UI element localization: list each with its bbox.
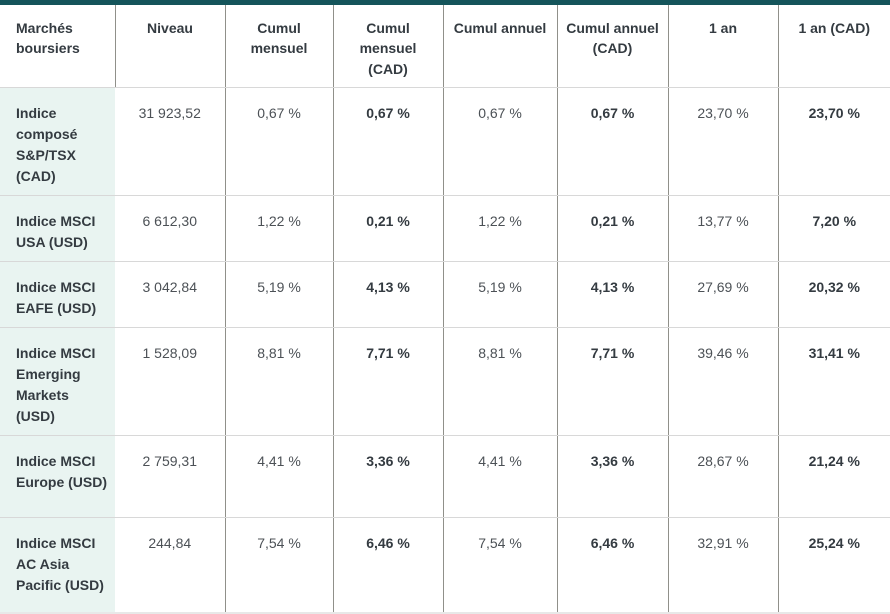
column-header-cumul-mensuel-cad: Cumul mensuel (CAD) (332, 2, 443, 88)
row-label: Indice MSCI Europe (USD) (0, 435, 115, 518)
value-cell: 6,46 % (332, 517, 443, 614)
column-header-1-an-cad: 1 an (CAD) (777, 2, 890, 88)
value-cell: 8,81 % (442, 327, 557, 436)
value-cell: 4,13 % (556, 261, 668, 328)
value-cell: 7,71 % (556, 327, 668, 436)
value-cell: 1,22 % (224, 195, 333, 262)
header-row: Marchés boursiers Niveau Cumul mensuel C… (0, 2, 890, 88)
table-row: Indice MSCI EAFE (USD) 3 042,84 5,19 % 4,13… (0, 261, 890, 328)
row-label: Indice MSCI Emerging Markets (USD) (0, 327, 115, 436)
table-row: Indice MSCI USA (USD) 6 612,30 1,22 % 0,21 … (0, 195, 890, 262)
value-cell: 1,22 % (442, 195, 557, 262)
value-cell: 7,54 % (442, 517, 557, 614)
value-cell: 0,21 % (332, 195, 443, 262)
value-cell: 0,21 % (556, 195, 668, 262)
value-cell: 0,67 % (442, 87, 557, 196)
value-cell: 31,41 % (777, 327, 890, 436)
row-label: Indice MSCI AC Asia Pacific (USD) (0, 517, 115, 614)
value-cell: 23,70 % (667, 87, 778, 196)
value-cell: 5,19 % (442, 261, 557, 328)
value-cell: 0,67 % (556, 87, 668, 196)
value-cell: 5,19 % (224, 261, 333, 328)
table-row: Indice MSCI Europe (USD) 2 759,31 4,41 % 3,… (0, 435, 890, 518)
value-cell: 4,13 % (332, 261, 443, 328)
table-row: Indice MSCI Emerging Markets (USD) 1 528,… (0, 327, 890, 436)
value-cell: 25,24 % (777, 517, 890, 614)
value-cell: 21,24 % (777, 435, 890, 518)
value-cell: 7,71 % (332, 327, 443, 436)
row-label: Indice composé S&P/TSX (CAD) (0, 87, 115, 196)
value-cell: 28,67 % (667, 435, 778, 518)
value-cell: 7,54 % (224, 517, 333, 614)
column-header-cumul-annuel: Cumul annuel (442, 2, 557, 88)
column-header-1-an: 1 an (667, 2, 778, 88)
value-cell: 20,32 % (777, 261, 890, 328)
value-cell: 8,81 % (224, 327, 333, 436)
column-header-marches-boursiers: Marchés boursiers (0, 2, 115, 88)
value-cell: 39,46 % (667, 327, 778, 436)
column-header-niveau: Niveau (114, 2, 225, 88)
value-cell: 4,41 % (442, 435, 557, 518)
column-header-cumul-annuel-cad: Cumul annuel (CAD) (556, 2, 668, 88)
value-cell: 6,46 % (556, 517, 668, 614)
value-cell: 3,36 % (556, 435, 668, 518)
table-body: Indice composé S&P/TSX (CAD) 31 923,52 0,6… (0, 87, 890, 614)
value-cell: 3,36 % (332, 435, 443, 518)
value-cell: 32,91 % (667, 517, 778, 614)
value-cell: 13,77 % (667, 195, 778, 262)
value-cell: 244,84 (115, 517, 225, 614)
value-cell: 0,67 % (332, 87, 443, 196)
value-cell: 7,20 % (777, 195, 890, 262)
value-cell: 2 759,31 (115, 435, 225, 518)
value-cell: 1 528,09 (115, 327, 225, 436)
value-cell: 27,69 % (667, 261, 778, 328)
table-row: Indice MSCI AC Asia Pacific (USD) 244,84 7… (0, 517, 890, 614)
value-cell: 23,70 % (777, 87, 890, 196)
row-label: Indice MSCI EAFE (USD) (0, 261, 115, 328)
table-header: Marchés boursiers Niveau Cumul mensuel C… (0, 2, 890, 88)
row-label: Indice MSCI USA (USD) (0, 195, 115, 262)
value-cell: 31 923,52 (115, 87, 225, 196)
value-cell: 6 612,30 (115, 195, 225, 262)
value-cell: 0,67 % (224, 87, 333, 196)
column-header-cumul-mensuel: Cumul mensuel (224, 2, 333, 88)
value-cell: 3 042,84 (115, 261, 225, 328)
table-row: Indice composé S&P/TSX (CAD) 31 923,52 0,6… (0, 87, 890, 196)
value-cell: 4,41 % (224, 435, 333, 518)
